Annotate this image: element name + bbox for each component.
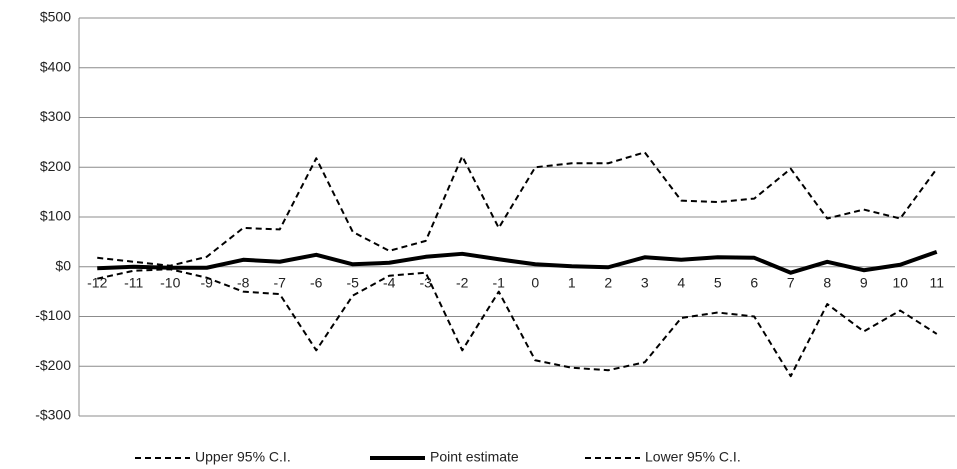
y-tick-label: $100 [40, 208, 71, 224]
legend-label: Lower 95% C.I. [645, 449, 741, 465]
series-line [97, 249, 938, 275]
x-tick-label: 0 [531, 274, 539, 290]
y-tick-label: -$200 [35, 357, 71, 373]
x-tick-label: 11 [929, 274, 944, 290]
y-tick-label: $400 [40, 58, 71, 74]
y-tick-label: $300 [40, 108, 71, 124]
x-tick-label: -5 [347, 274, 360, 290]
x-tick-label: 4 [677, 274, 685, 290]
x-tick-label: -11 [124, 274, 143, 290]
x-tick-label: -1 [493, 274, 506, 290]
legend-label: Point estimate [430, 449, 519, 465]
x-tick-label: -7 [274, 274, 287, 290]
x-tick-label: -4 [383, 274, 396, 290]
x-tick-label: -2 [456, 274, 469, 290]
x-tick-label: -12 [87, 274, 107, 290]
x-tick-label: 2 [604, 274, 612, 290]
y-tick-label: $200 [40, 158, 71, 174]
legend-label: Upper 95% C.I. [195, 449, 291, 465]
y-tick-label: -$100 [35, 307, 71, 323]
x-tick-label: -3 [420, 274, 433, 290]
x-tick-label: 8 [823, 274, 831, 290]
series-line [97, 151, 938, 267]
x-tick-label: 3 [641, 274, 649, 290]
x-tick-label: -8 [237, 274, 250, 290]
series-line [97, 268, 938, 378]
x-tick-label: 5 [714, 274, 722, 290]
x-tick-label: 9 [860, 274, 868, 290]
y-tick-label: $500 [40, 9, 71, 25]
x-tick-label: 10 [892, 274, 908, 290]
x-tick-label: 7 [787, 274, 795, 290]
y-tick-label: $0 [55, 257, 71, 273]
x-tick-label: -6 [310, 274, 323, 290]
x-tick-label: 1 [568, 274, 576, 290]
x-tick-label: 6 [750, 274, 758, 290]
y-tick-label: -$300 [35, 407, 71, 423]
x-tick-label: -10 [160, 274, 180, 290]
